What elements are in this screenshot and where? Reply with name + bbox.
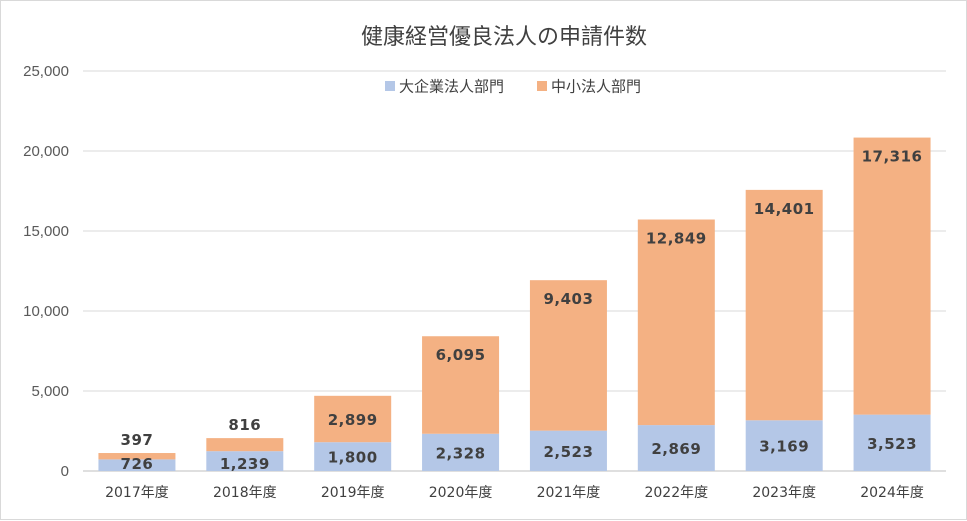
data-label-large-enterprise: 3,169 xyxy=(759,438,809,456)
data-labels: 726 397 1,239 816 1,800 2,899 2,328 6,095 2,523 9… xyxy=(121,148,923,473)
chart-title: 健康経営優良法人の申請件数 xyxy=(361,25,647,50)
y-tick-label: 25,000 xyxy=(23,63,69,80)
bar-large-enterprise-2024年度 xyxy=(853,414,931,471)
bar-large-enterprise-2019年度 xyxy=(314,442,392,471)
bar-large-enterprise-2020年度 xyxy=(422,433,500,471)
bars xyxy=(98,137,931,471)
bar-sme-2020年度 xyxy=(422,336,500,434)
x-axis-tick-labels: 2017年度 2018年度 2019年度 2020年度 2021年度 2022年度 2023… xyxy=(105,485,924,501)
bar-sme-2017年度 xyxy=(98,453,176,460)
bar-large-enterprise-2018年度 xyxy=(206,451,284,471)
data-label-large-enterprise: 2,523 xyxy=(543,443,593,461)
bar-sme-2023年度 xyxy=(745,189,823,421)
y-tick-label: 10,000 xyxy=(23,303,69,320)
data-label-sme: 12,849 xyxy=(646,230,707,248)
x-tick-label: 2019年度 xyxy=(321,485,385,501)
data-label-large-enterprise: 1,800 xyxy=(328,449,378,467)
x-tick-label: 2021年度 xyxy=(537,485,601,501)
data-label-sme: 14,401 xyxy=(754,200,815,218)
bar-large-enterprise-2023年度 xyxy=(745,420,823,471)
legend-swatch-large-enterprise xyxy=(385,81,395,91)
data-label-large-enterprise: 726 xyxy=(121,455,154,473)
legend-label-sme: 中小法人部門 xyxy=(551,78,641,96)
legend: 大企業法人部門 中小法人部門 xyxy=(385,78,641,96)
data-label-sme: 816 xyxy=(228,416,261,434)
bar-sme-2018年度 xyxy=(206,438,284,452)
y-tick-label: 15,000 xyxy=(23,223,69,240)
data-label-large-enterprise: 2,869 xyxy=(651,440,701,458)
bar-sme-2019年度 xyxy=(314,395,392,443)
legend-label-large-enterprise: 大企業法人部門 xyxy=(399,78,504,96)
x-tick-label: 2017年度 xyxy=(105,485,169,501)
y-axis-tick-labels: 0 5,000 10,000 15,000 20,000 25,000 xyxy=(23,63,69,480)
x-tick-label: 2023年度 xyxy=(752,485,816,501)
bar-sme-2021年度 xyxy=(529,280,607,431)
bar-sme-2022年度 xyxy=(637,219,715,426)
data-label-sme: 2,899 xyxy=(328,411,378,429)
x-tick-label: 2024年度 xyxy=(860,485,924,501)
bar-large-enterprise-2021年度 xyxy=(529,430,607,471)
bar-large-enterprise-2017年度 xyxy=(98,459,176,471)
data-label-sme: 17,316 xyxy=(862,148,923,166)
data-label-sme: 6,095 xyxy=(436,346,486,364)
x-tick-label: 2018年度 xyxy=(213,485,277,501)
y-tick-label: 20,000 xyxy=(23,143,69,160)
bar-large-enterprise-2022年度 xyxy=(637,425,715,471)
bar-sme-2024年度 xyxy=(853,137,931,415)
y-tick-label: 5,000 xyxy=(31,383,69,400)
data-label-sme: 397 xyxy=(121,431,154,449)
data-label-large-enterprise: 2,328 xyxy=(436,444,486,462)
y-tick-label: 0 xyxy=(61,463,69,480)
data-label-sme: 9,403 xyxy=(543,290,593,308)
legend-swatch-sme xyxy=(537,81,547,91)
data-label-large-enterprise: 3,523 xyxy=(867,435,917,453)
x-tick-label: 2020年度 xyxy=(429,485,493,501)
x-tick-label: 2022年度 xyxy=(644,485,708,501)
data-label-large-enterprise: 1,239 xyxy=(220,455,270,473)
